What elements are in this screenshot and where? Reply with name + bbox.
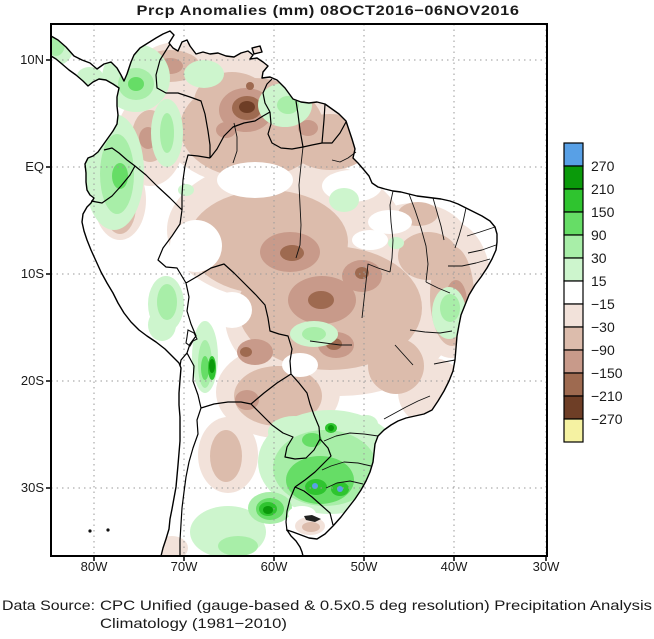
caption-line2: Climatology (1981−2010) [100,615,287,631]
colorbar-cell [563,326,584,351]
colorbar-cell [563,142,584,167]
colorbar-cell [563,395,584,420]
anomaly-region [355,267,369,279]
colorbar-label: 90 [591,227,607,243]
anomaly-region [235,390,259,410]
country-borders [90,43,347,556]
anomaly-region [209,359,215,373]
anomaly-region [201,356,209,380]
anomaly-region [210,430,242,482]
anomaly-region [239,101,255,113]
anomaly-region [160,113,174,153]
colorbar-cell [563,211,584,236]
anomaly-region [218,536,258,556]
anomaly-region [302,522,320,532]
state-borders [232,122,497,489]
anomaly-region [216,122,236,138]
colorbar-cell [563,303,584,328]
colorbar-label: 270 [591,158,615,174]
colorbar-label: −90 [591,342,615,358]
anomaly-region [352,230,388,250]
anomaly-region [184,60,224,88]
anomaly-region [329,188,359,212]
anomaly-region [328,425,334,431]
colorbar-cell [563,257,584,282]
anomaly-region [440,294,460,322]
lake-titicaca [185,329,198,347]
anomaly-region [178,184,194,196]
anomaly-region [128,77,144,91]
colorbar-cell [563,280,584,305]
x-tick-label: 30W [533,559,560,574]
anomaly-region [170,220,222,272]
caption-prefix: Data Source: [2,597,95,613]
chart-title: Prcp Anomalies (mm) 08OCT2016−06NOV2016 [137,2,520,18]
anomaly-region [282,353,318,377]
anomaly-region [246,82,254,90]
x-tick-label: 80W [81,559,108,574]
anomaly-fill-field [51,31,492,556]
colorbar-label: −30 [591,319,615,335]
anomaly-region [308,291,334,309]
colorbar-cell [563,188,584,213]
anomaly-region [368,210,412,234]
plot-frame [50,23,548,557]
axis-ticks [46,59,547,561]
island-dot [106,528,110,532]
colorbar-label: −15 [591,296,615,312]
anomaly-region [263,506,273,514]
y-tick-label: 20S [21,373,44,388]
axis-labels: 80W 70W 60W 50W 40W 30W 10N EQ 10S 20S 30S [20,52,560,574]
anomaly-region [77,67,103,85]
lagoon-mirim [304,515,321,522]
anomaly-region [354,415,378,433]
anomaly-region [302,327,326,341]
anomaly-region [337,486,343,492]
colorbar-cell [563,418,584,443]
colorbar-label: 15 [591,273,607,289]
anomaly-region [240,347,252,357]
anomaly-region [277,96,299,114]
anomaly-region [280,245,304,261]
colorbar-label: 210 [591,181,615,197]
colorbar-cell [563,349,584,374]
colorbar-label: −210 [591,388,623,404]
colorbar-legend: 270 210 150 90 30 15 −15 −30 −90 −150 −210 −270 [563,142,623,443]
colorbar-label: 150 [591,204,615,220]
coastline [50,30,498,557]
anomaly-region [282,68,318,88]
anomaly-region [112,163,128,189]
y-tick-label: 10N [20,52,44,67]
colorbar-cell [563,165,584,190]
graticule [51,24,547,556]
x-tick-label: 70W [171,559,198,574]
x-tick-label: 40W [441,559,468,574]
anomaly-region [368,338,424,394]
anomaly-region [298,120,318,136]
colorbar-label: 30 [591,250,607,266]
island-dot [88,529,92,533]
anomaly-region [212,292,252,328]
y-tick-label: 30S [21,480,44,495]
anomaly-region [157,284,177,320]
colorbar-cell [563,234,584,259]
y-tick-label: 10S [21,266,44,281]
colorbar-cell [563,372,584,397]
colorbar-label: −270 [591,411,623,427]
anomaly-region [388,237,404,249]
colorbar-label: −150 [591,365,623,381]
anomaly-region [237,339,273,365]
anomaly-region [398,232,458,280]
caption-line1: CPC Unified (gauge-based & 0.5x0.5 deg r… [100,597,652,613]
y-tick-label: EQ [25,159,44,174]
x-tick-label: 50W [351,559,378,574]
x-tick-label: 60W [261,559,288,574]
